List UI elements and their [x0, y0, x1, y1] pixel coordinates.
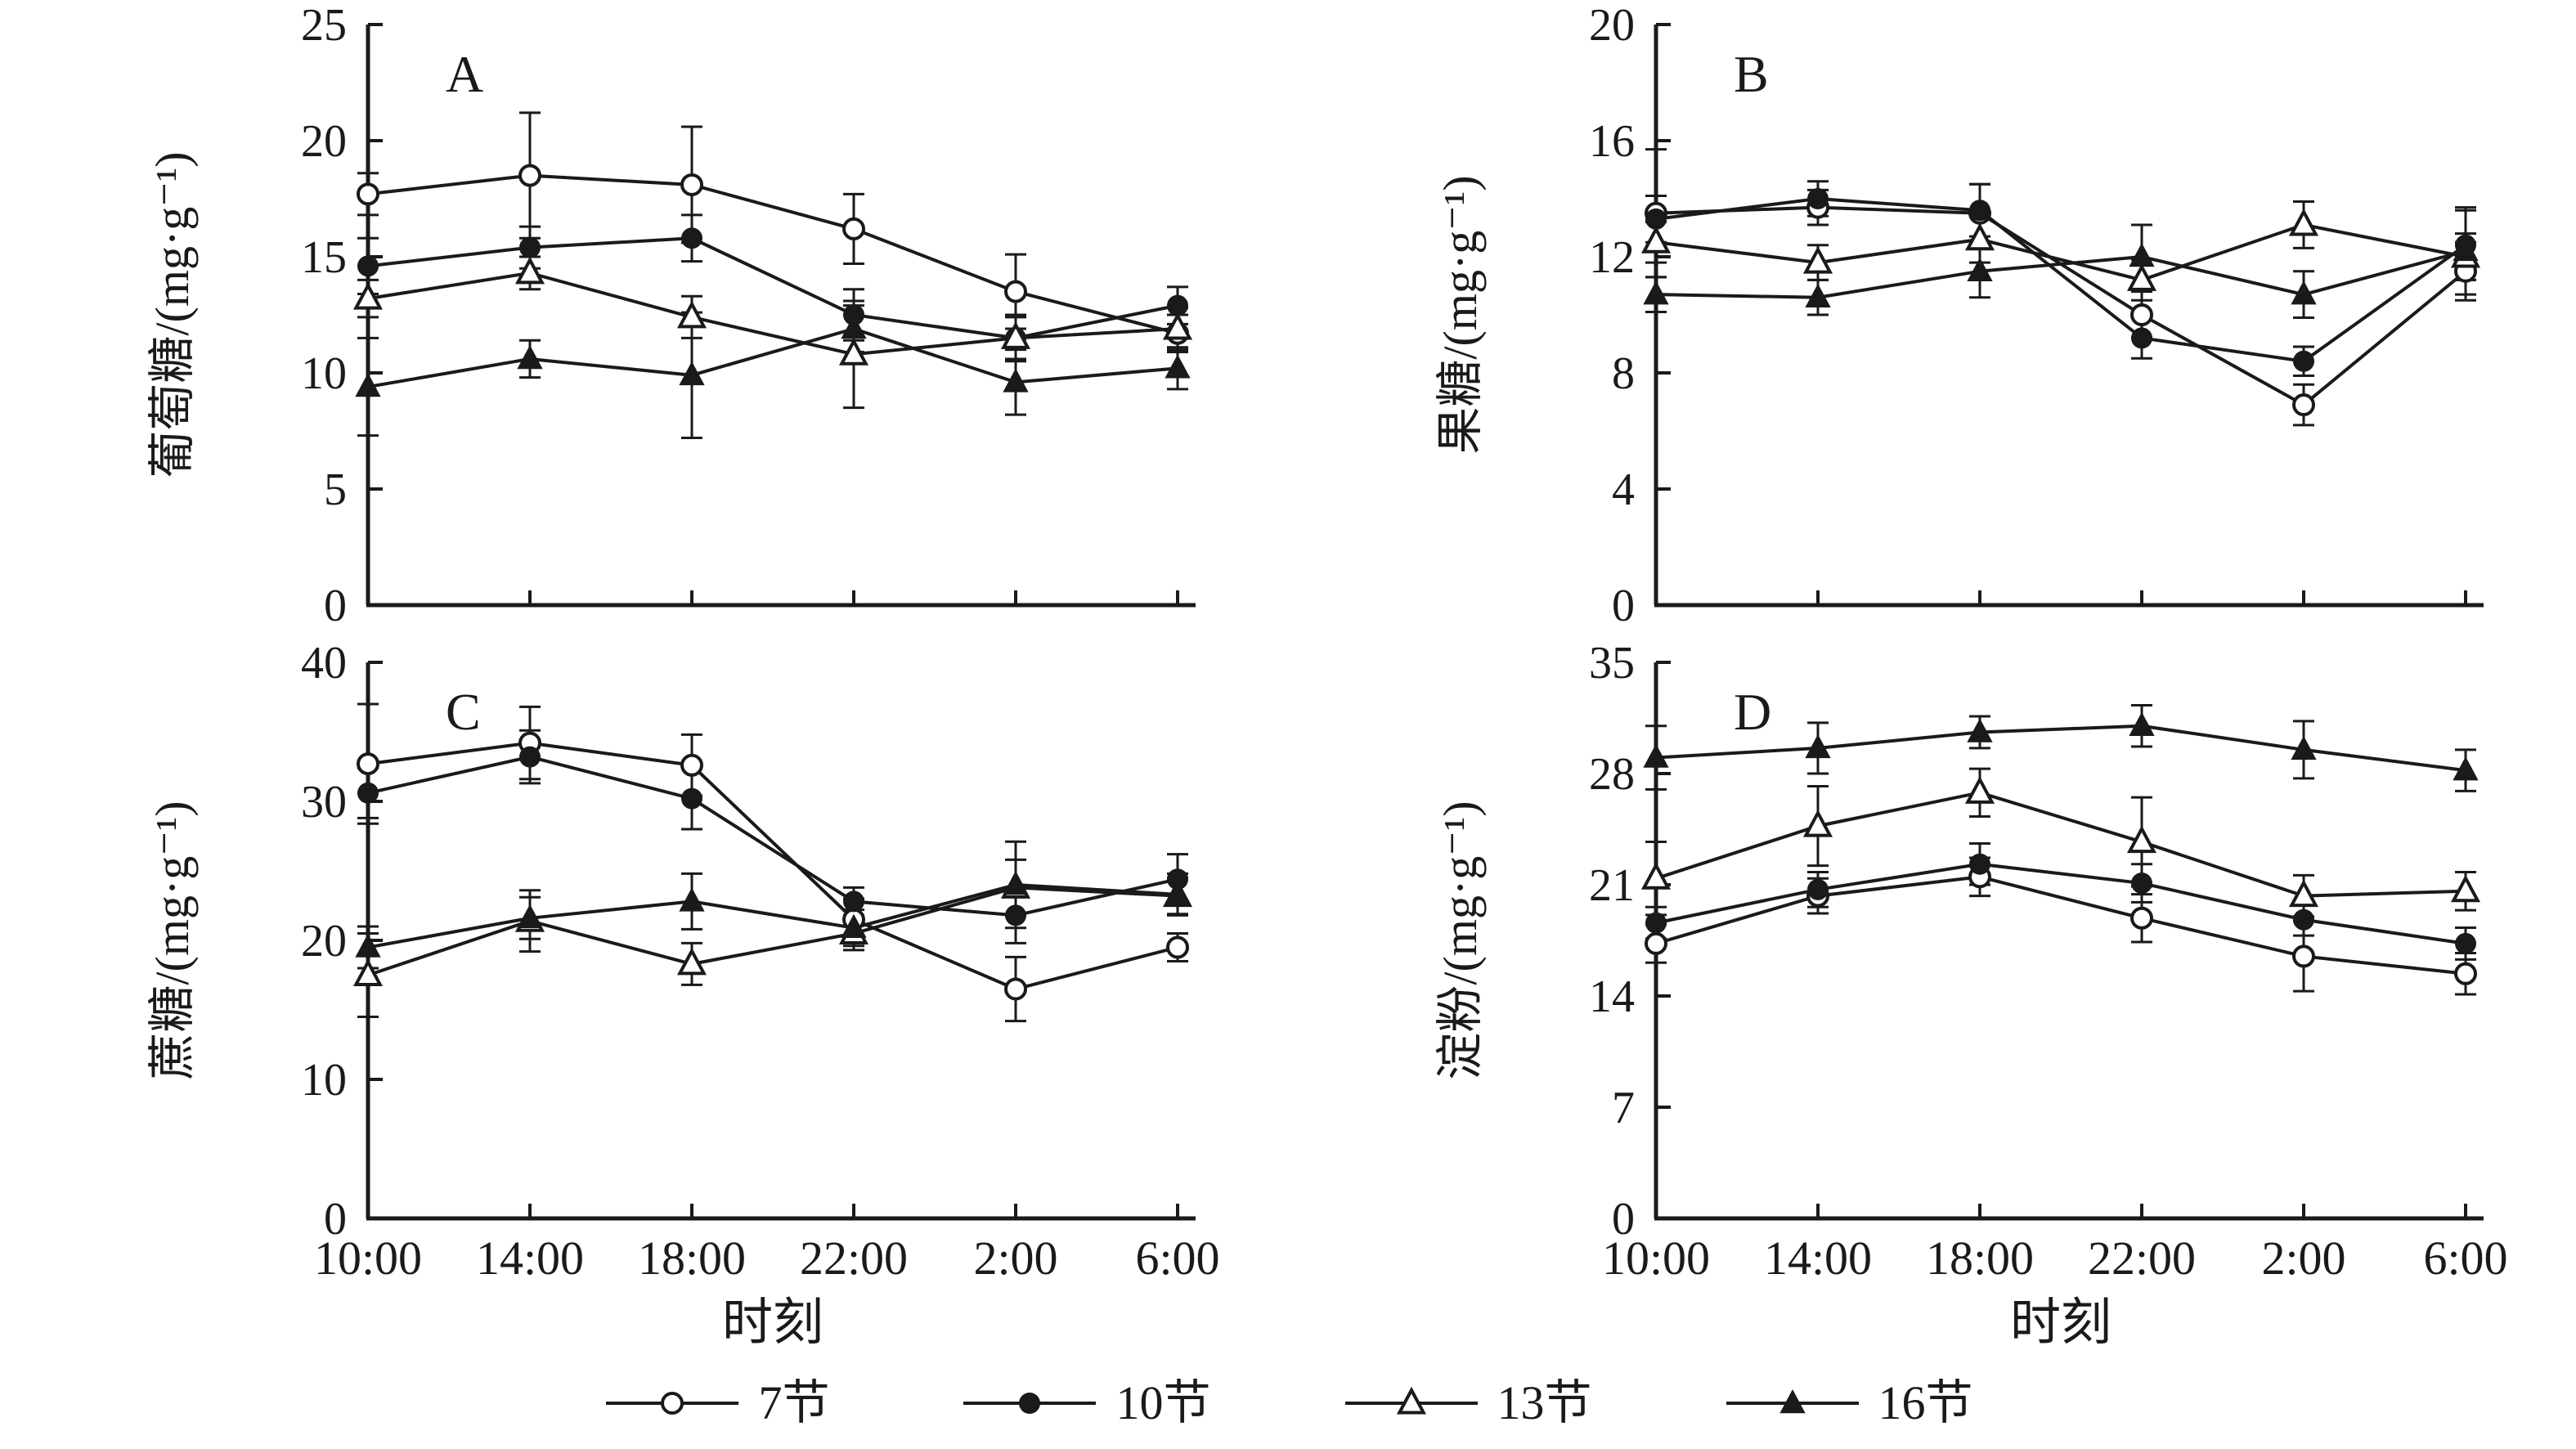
svg-text:淀粉/(mg·g⁻¹): 淀粉/(mg·g⁻¹) — [1434, 801, 1487, 1079]
svg-text:4: 4 — [1612, 464, 1635, 515]
svg-text:10: 10 — [301, 1055, 347, 1106]
svg-text:12: 12 — [1589, 232, 1635, 283]
filled-triangle-marker-icon — [1726, 1389, 1859, 1414]
legend-label-16: 16节 — [1878, 1376, 1973, 1429]
svg-text:8: 8 — [1612, 348, 1635, 399]
svg-text:0: 0 — [324, 1194, 347, 1245]
filled-circle-marker-icon — [963, 1393, 1097, 1414]
legend-item-13: 13节 — [1342, 1379, 1592, 1427]
legend-label-10: 10节 — [1115, 1376, 1211, 1429]
legend-item-7: 7节 — [603, 1379, 829, 1427]
svg-text:22:00: 22:00 — [2088, 1231, 2196, 1285]
svg-text:A: A — [446, 45, 483, 103]
svg-text:14:00: 14:00 — [476, 1231, 584, 1285]
svg-text:2:00: 2:00 — [2261, 1231, 2345, 1285]
svg-text:14: 14 — [1589, 971, 1635, 1022]
svg-text:B: B — [1734, 45, 1769, 103]
svg-text:10: 10 — [301, 348, 347, 399]
svg-text:时刻: 时刻 — [2010, 1295, 2112, 1351]
svg-text:20: 20 — [1589, 0, 1635, 51]
open-circle-marker-icon — [606, 1392, 739, 1415]
svg-text:18:00: 18:00 — [638, 1231, 746, 1285]
chart-panel-a-glucose: 0 5 10 15 20 25 A 葡萄糖/(mg·g⁻¹) — [146, 0, 1196, 631]
svg-text:D: D — [1734, 683, 1771, 741]
svg-text:18:00: 18:00 — [1926, 1231, 2034, 1285]
chart-panel-d-starch: 0 7 14 21 28 35 10:00 14:00 18:00 22:00 2:00 6:00 时刻… — [1434, 638, 2508, 1351]
svg-text:时刻: 时刻 — [722, 1295, 824, 1351]
svg-text:7: 7 — [1612, 1083, 1635, 1133]
svg-text:25: 25 — [301, 0, 347, 51]
svg-text:14:00: 14:00 — [1764, 1231, 1872, 1285]
chart-panel-c-sucrose: 0 10 20 30 40 10:00 14:00 18:00 22:00 2:00 6:00 时刻 C… — [146, 638, 1220, 1351]
svg-text:10:00: 10:00 — [1602, 1231, 1710, 1285]
svg-text:0: 0 — [1612, 1194, 1635, 1245]
open-triangle-marker-icon — [1344, 1386, 1478, 1415]
chart-legend: 7节 10节 13节 16节 — [0, 1357, 2576, 1449]
svg-text:10:00: 10:00 — [314, 1231, 422, 1285]
svg-text:0: 0 — [324, 581, 347, 631]
svg-text:16: 16 — [1589, 116, 1635, 167]
chart-panel-b-fructose: 0 4 8 12 16 20 B 果糖/(mg·g⁻¹) — [1434, 0, 2484, 631]
svg-text:30: 30 — [301, 777, 347, 828]
svg-text:21: 21 — [1589, 860, 1635, 911]
legend-label-7: 7节 — [758, 1376, 830, 1429]
svg-text:6:00: 6:00 — [2423, 1231, 2507, 1285]
svg-text:0: 0 — [1612, 581, 1635, 631]
svg-text:20: 20 — [301, 116, 347, 167]
svg-text:果糖/(mg·g⁻¹): 果糖/(mg·g⁻¹) — [1434, 175, 1487, 454]
legend-item-16: 16节 — [1723, 1379, 1973, 1427]
svg-text:蔗糖/(mg·g⁻¹): 蔗糖/(mg·g⁻¹) — [146, 801, 199, 1079]
svg-text:40: 40 — [301, 638, 347, 689]
svg-text:2:00: 2:00 — [973, 1231, 1057, 1285]
svg-text:22:00: 22:00 — [800, 1231, 908, 1285]
svg-text:葡萄糖/(mg·g⁻¹): 葡萄糖/(mg·g⁻¹) — [146, 151, 199, 478]
svg-text:28: 28 — [1589, 749, 1635, 800]
svg-text:5: 5 — [324, 464, 347, 515]
svg-text:C: C — [446, 683, 481, 741]
legend-item-10: 10节 — [960, 1376, 1211, 1429]
svg-text:35: 35 — [1589, 638, 1635, 689]
svg-text:6:00: 6:00 — [1135, 1231, 1219, 1285]
svg-text:20: 20 — [301, 916, 347, 967]
legend-label-13: 13节 — [1497, 1376, 1592, 1429]
svg-text:15: 15 — [301, 232, 347, 283]
